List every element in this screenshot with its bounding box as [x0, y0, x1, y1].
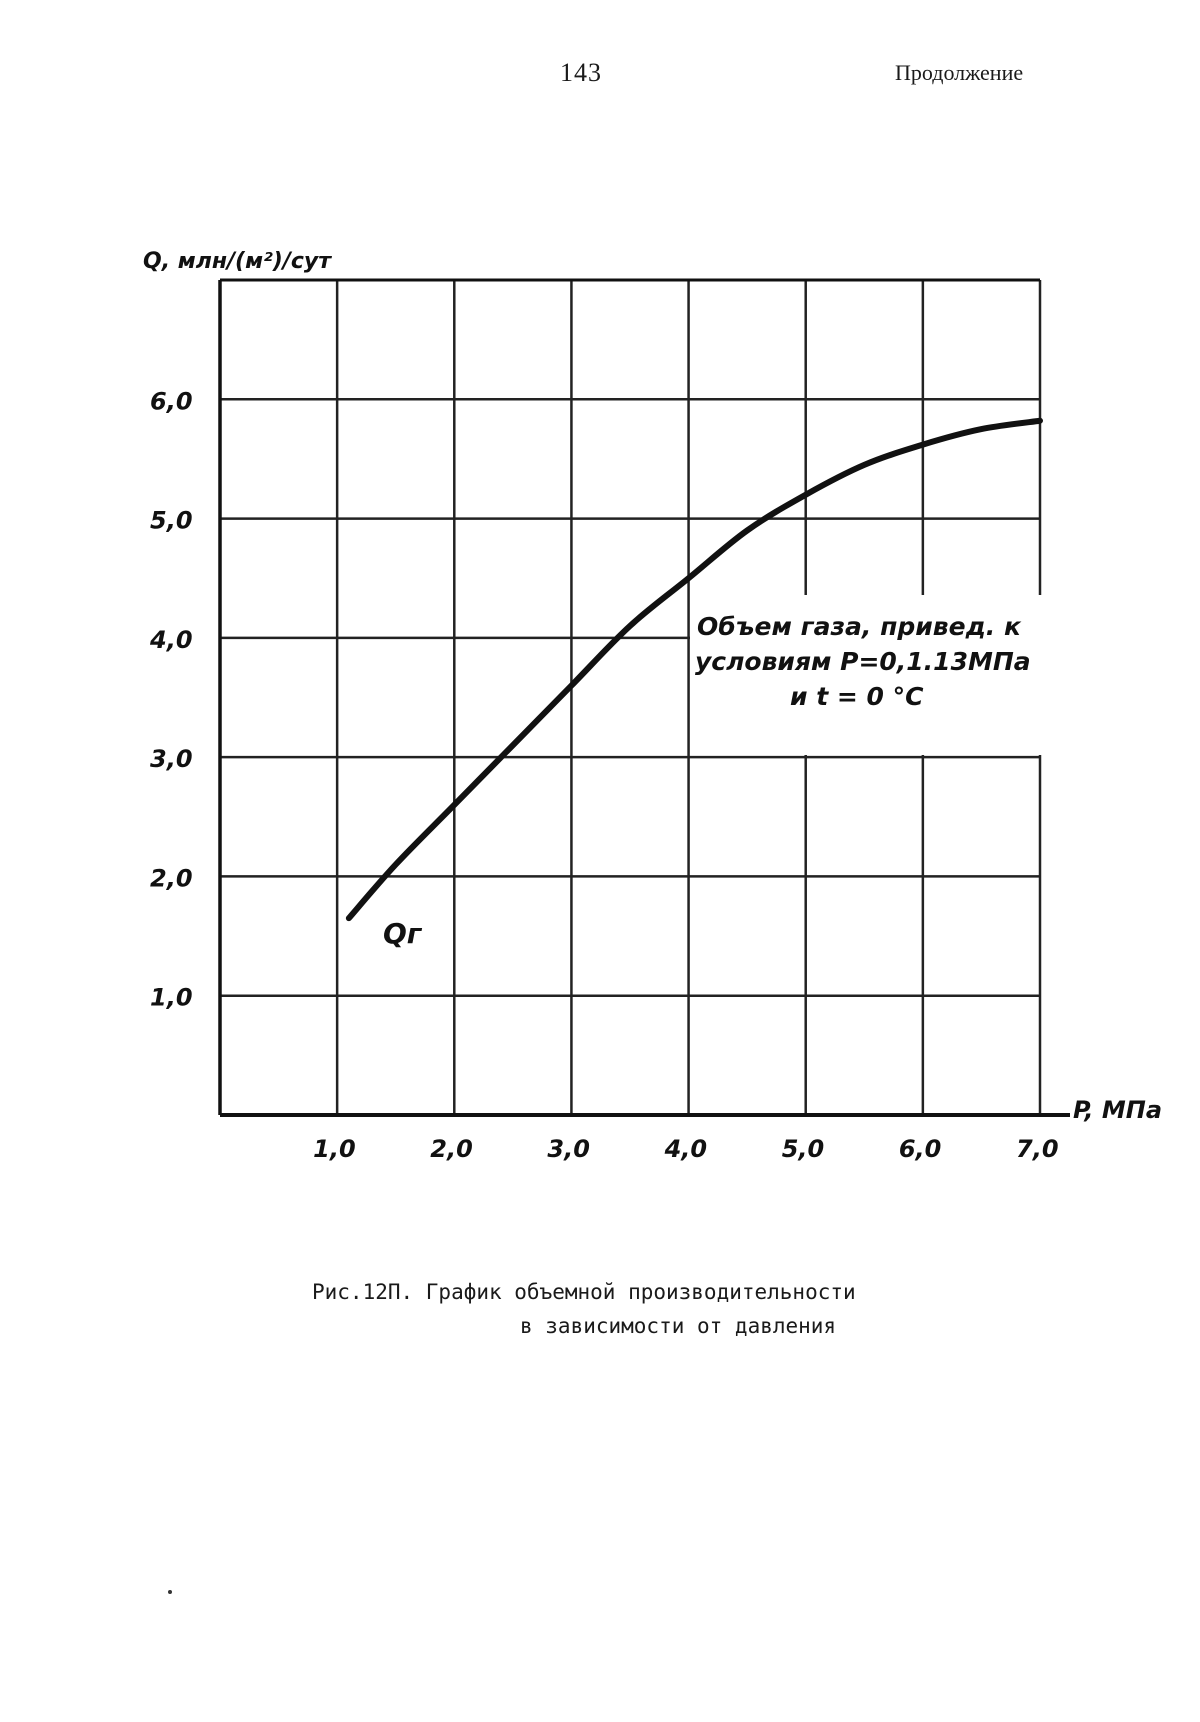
x-tick-label: 1,0	[313, 1135, 356, 1163]
data-point	[980, 428, 982, 430]
tick-labels: 1,0 2,0 3,0 4,0 5,0 6,0 7,0 1,0 2,0 3,0 4,0 5,0 6,0	[149, 387, 1059, 1163]
data-point	[570, 685, 572, 687]
data-point	[629, 625, 631, 627]
y-tick-label: 3,0	[150, 745, 193, 773]
x-tick-label: 7,0	[1016, 1135, 1059, 1163]
x-tick-label: 5,0	[782, 1135, 825, 1163]
caption-line-2: в зависимости от давления	[520, 1314, 837, 1338]
x-tick-label: 6,0	[899, 1135, 942, 1163]
scan-dot	[168, 1590, 172, 1594]
x-axis-label: P, МПа	[1073, 1096, 1162, 1124]
data-point	[348, 917, 350, 919]
data-point	[922, 444, 924, 446]
data-point	[746, 530, 748, 531]
page-number: 143	[560, 58, 602, 87]
x-tick-label: 4,0	[664, 1135, 708, 1163]
y-axis-label: Q, млн/(м²)/сут	[143, 249, 332, 274]
y-tick-label: 5,0	[150, 507, 193, 535]
y-tick-label: 4,0	[149, 626, 193, 654]
series	[345, 417, 1043, 922]
annotation-line-1: Объем газа, привед. к	[697, 612, 1022, 641]
curve-label: Qг	[383, 917, 423, 950]
y-tick-label: 2,0	[150, 864, 193, 892]
data-point	[395, 864, 397, 865]
data-point	[863, 464, 865, 466]
chart: 1,0 2,0 3,0 4,0 5,0 6,0 7,01,02,03,04,05,06,0 …	[143, 249, 1162, 1163]
x-tick-label: 2,0	[430, 1135, 473, 1163]
y-tick-label: 6,0	[150, 387, 193, 415]
annotation-line-2: условиям P=0,1.13МПа	[695, 647, 1031, 676]
annotation-line-3: и t = 0 °C	[790, 682, 924, 711]
axes	[218, 278, 1070, 1117]
x-tick-label: 3,0	[547, 1135, 590, 1163]
data-point	[805, 494, 807, 496]
caption-line-1: Рис.12П. График объемной производительно…	[312, 1280, 856, 1304]
data-point	[512, 744, 514, 746]
data-point	[1039, 420, 1041, 422]
data-point	[688, 577, 690, 579]
legend-box: Объем газа, привед. к условиям P=0,1.13М…	[690, 595, 1045, 755]
data-point	[453, 804, 455, 806]
y-tick-label: 1,0	[150, 984, 193, 1012]
continuation-label: Продолжение	[895, 60, 1024, 85]
